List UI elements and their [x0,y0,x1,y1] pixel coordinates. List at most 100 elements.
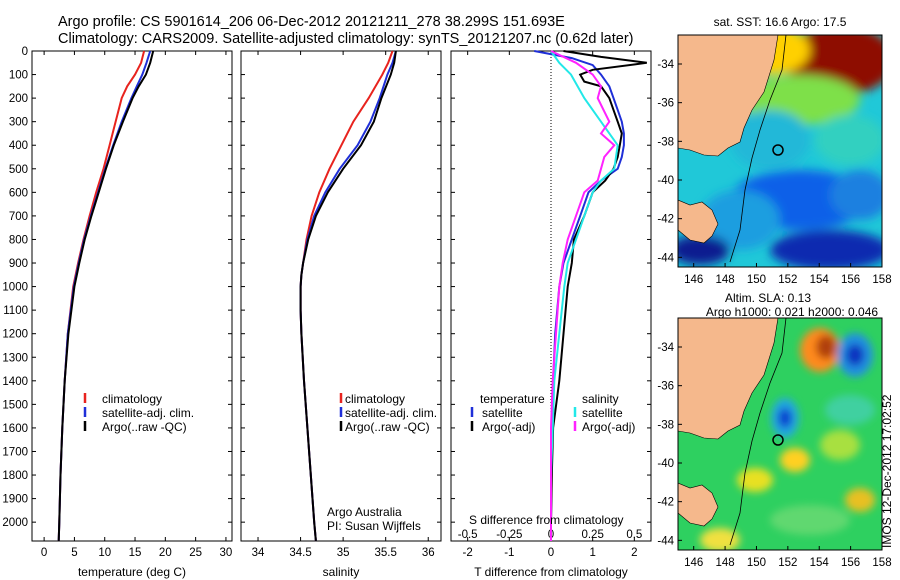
x-tick-label: 15 [129,547,142,559]
series-line-salinity-satellite [550,50,619,541]
legend-label-climatology: climatology [102,392,162,406]
s-tick-label: 0.25 [581,529,603,541]
sla-map: 146 148 150 152 154 156 158 -34 -36 -38 -40 -42 -44 [657,317,892,569]
map-y-tick-label: -34 [657,59,674,71]
depth-tick-label: 100 [9,70,28,82]
depth-tick-label: 200 [9,93,28,105]
temperature-xlabel: temperature (deg C) [78,565,186,579]
map-y-tick-label: -36 [657,98,674,110]
depth-tick-label: 400 [9,140,28,152]
temperature-legend: climatology satellite-adj. clim. Argo(..… [83,392,194,434]
map-y-tick-label: -44 [657,252,674,264]
depth-tick-label: 1400 [2,376,28,388]
legend-label-climatology: climatology [345,392,405,406]
shelf-contour-2 [729,318,787,546]
float-position-marker-2 [772,434,784,446]
map-y-tick-label: -44 [657,535,674,547]
temperature-panel [31,50,233,542]
map-x-tick-label: 154 [810,274,830,286]
x-tick-label: 10 [98,547,111,559]
tasmania [678,199,719,244]
difference-xlabel: T difference from climatology [474,565,628,579]
legend-header-temperature: temperature [480,392,545,406]
depth-tick-label: 1300 [2,352,28,364]
depth-tick-label: 0 [22,46,28,58]
map-y-tick-label: -34 [657,342,674,354]
x-tick-label: 1 [589,547,595,559]
depth-tick-label: 500 [9,164,28,176]
map-x-tick-label: 152 [778,274,797,286]
legend-label-satellite: satellite-adj. clim. [102,406,194,420]
map-x-tick-label: 146 [684,274,703,286]
depth-tick-label: 1700 [2,446,28,458]
sla-map-subtitle: Argo h1000: 0.021 h2000: 0.046 [706,305,878,319]
map-x-tick-label: 150 [747,557,766,569]
x-tick-label: -2 [463,547,473,559]
legend-label-argo: Argo(..raw -QC) [345,420,430,434]
depth-tick-label: 600 [9,187,28,199]
s-tick-label: -0.25 [496,529,522,541]
legend-label-argo: Argo(..raw -QC) [102,420,187,434]
map-y-tick-label: -38 [657,419,674,431]
depth-tick-label: 800 [9,234,28,246]
x-tick-label: 36 [422,547,435,559]
map-x-tick-label: 154 [810,557,830,569]
x-tick-label: 0 [41,547,47,559]
sla-map-title: Altim. SLA: 0.13 [725,291,811,305]
x-tick-label: -1 [504,547,514,559]
temperature-plot: 0 5 10 15 20 25 30 [41,50,233,559]
map-y-tick-label: -40 [657,458,674,470]
imos-stamp: IMOS 12-Dec-2012 17:02:52 [880,394,894,548]
series-line-argo-raw-qc- [57,50,155,542]
annotation-argo-australia: Argo Australia [327,505,402,519]
sla-map-frame [677,317,883,551]
legend-label-satellite: satellite-adj. clim. [345,406,437,420]
depth-tick-label: 1800 [2,470,28,482]
map-y-tick-label: -42 [657,497,674,509]
sst-map: 146 148 150 152 154 156 158 -34 -36 -38 -40 -42 -44 [657,34,892,286]
depth-tick-label: 1200 [2,329,28,341]
header-line-2: Climatology: CARS2009. Satellite-adjuste… [58,31,633,47]
x-tick-label: 30 [220,547,233,559]
depth-tick-label: 1900 [2,494,28,506]
s-difference-label: S difference from climatology [469,513,624,527]
x-tick-label: 34 [252,547,265,559]
x-tick-label: 2 [631,547,637,559]
legend-header-salinity: salinity [582,392,619,406]
mainland-australia [678,35,779,157]
legend-label-t-satellite: satellite [482,406,523,420]
depth-tick-label: 1000 [2,282,28,294]
series-line-argo-raw-qc- [299,50,397,542]
map-x-tick-label: 152 [778,557,797,569]
salinity-xlabel: salinity [323,565,360,579]
legend-label-s-satellite: satellite [582,406,623,420]
salinity-panel [240,50,442,542]
depth-axis: 0 100 200 300 400 500 600 700 800 900 1000 1100 1200… [2,46,651,529]
map-y-tick-label: -42 [657,214,674,226]
map-x-tick-label: 148 [715,274,734,286]
sst-map-frame [677,34,883,268]
x-tick-label: 5 [71,547,77,559]
map-x-tick-label: 158 [872,557,891,569]
map-x-tick-label: 148 [715,557,734,569]
x-tick-label: 25 [189,547,202,559]
x-tick-label: 0 [548,547,554,559]
salinity-legend: climatology satellite-adj. clim. Argo(..… [339,392,437,434]
s-tick-label: -0.5 [458,529,478,541]
legend-label-s-argo: Argo(-adj) [582,420,635,434]
header-line-1: Argo profile: CS 5901614_206 06-Dec-2012… [58,14,565,30]
float-position-marker [772,144,784,156]
x-tick-label: 20 [159,547,172,559]
depth-tick-label: 900 [9,258,28,270]
sst-map-title: sat. SST: 16.6 Argo: 17.5 [714,15,847,29]
tasmania-2 [678,482,719,527]
depth-tick-label: 1500 [2,399,28,411]
depth-tick-label: 1100 [3,305,28,317]
depth-tick-label: 300 [9,117,28,129]
x-tick-label: 35 [337,547,350,559]
mainland-australia-2 [678,318,779,440]
salinity-plot: 34 34.5 35 35.5 36 [252,50,435,559]
map-x-tick-label: 146 [684,557,703,569]
